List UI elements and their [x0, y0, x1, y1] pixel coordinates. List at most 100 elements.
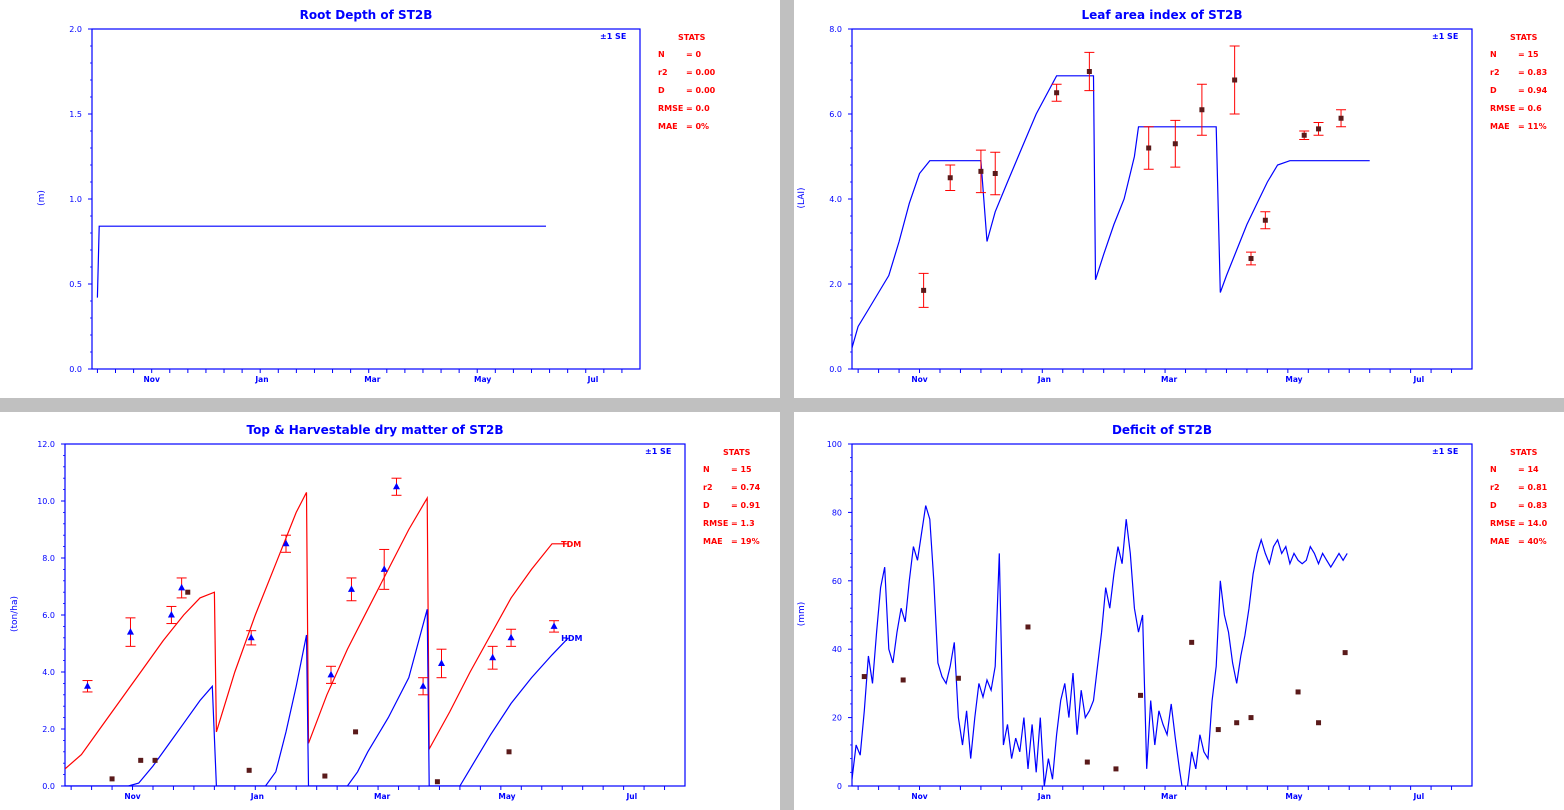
- dry-matter-observed-point: [419, 682, 427, 689]
- leaf-area-index-ytick-label: 6.0: [829, 110, 842, 119]
- leaf-area-index-ytick-label: 4.0: [829, 195, 842, 204]
- deficit-stats-key: D: [1490, 501, 1497, 510]
- leaf-area-index-se-label: ±1 SE: [1432, 32, 1459, 41]
- root-depth-stats-header: STATS: [678, 33, 706, 42]
- leaf-area-index-observed-point: [1199, 107, 1205, 113]
- dry-matter-xtick-label: Mar: [374, 792, 391, 801]
- leaf-area-index-observed-point: [1262, 217, 1268, 223]
- root-depth-stats-key: D: [658, 86, 665, 95]
- dry-matter-xtick-label: May: [498, 792, 515, 801]
- deficit-stats-key: MAE: [1490, 537, 1510, 546]
- deficit-stats-key: RMSE: [1490, 519, 1516, 528]
- dry-matter-observed-point: [185, 589, 191, 595]
- leaf-area-index-xtick-label: Mar: [1161, 375, 1178, 384]
- deficit-title: Deficit of ST2B: [1111, 423, 1213, 437]
- leaf-area-index-plot-frame: [851, 28, 1473, 370]
- dry-matter-stats-key: N: [703, 465, 710, 474]
- root-depth-ytick-label: 1.5: [69, 110, 82, 119]
- root-depth-xtick-label: Nov: [144, 375, 160, 384]
- dry-matter-series-label: HDM: [561, 634, 582, 643]
- deficit-ytick-label: 0: [837, 782, 842, 791]
- dry-matter-observed-point: [109, 776, 115, 782]
- leaf-area-index-ylabel: (LAI): [797, 187, 807, 209]
- dry-matter-ytick-label: 2.0: [42, 725, 55, 734]
- leaf-area-index-observed-point: [1146, 145, 1152, 151]
- dry-matter-ytick-label: 0.0: [42, 782, 55, 791]
- dry-matter-plot-frame: [64, 443, 686, 787]
- root-depth-stats-key: N: [658, 50, 665, 59]
- deficit-observed-point: [1295, 689, 1301, 695]
- root-depth-plot-frame: [91, 28, 641, 370]
- leaf-area-index-xtick-label: May: [1285, 375, 1302, 384]
- deficit-observed-point: [861, 674, 867, 680]
- leaf-area-index-stats-value: = 0.6: [1518, 104, 1542, 113]
- dry-matter-observed-point: [178, 583, 186, 591]
- deficit-observed-point: [1342, 650, 1348, 656]
- dry-matter-observed-point: [327, 670, 335, 678]
- dry-matter-series2-line-0: [65, 609, 569, 786]
- dry-matter-observed-point: [489, 653, 497, 661]
- deficit-observed-point: [1248, 715, 1254, 721]
- leaf-area-index-observed-point: [1338, 115, 1344, 121]
- leaf-area-index-xtick-label: Nov: [911, 375, 927, 384]
- dry-matter-stats-key: MAE: [703, 537, 723, 546]
- root-depth-title: Root Depth of ST2B: [299, 8, 433, 22]
- dry-matter-observed-point: [380, 565, 388, 572]
- leaf-area-index-chart: 0.0 2.0 4.0 6.0 8.0 Nov Jan Mar May Jul: [829, 25, 1473, 384]
- dry-matter-observed-point: [506, 749, 512, 755]
- root-depth-se-label: ±1 SE: [600, 32, 627, 41]
- horizontal-divider[interactable]: [0, 398, 1564, 412]
- leaf-area-index-stats-key: RMSE: [1490, 104, 1516, 113]
- deficit-xtick-label: Jul: [1412, 792, 1424, 801]
- leaf-area-index-observed-point: [992, 171, 998, 176]
- dry-matter-stats-value: = 19%: [731, 537, 760, 546]
- root-depth-ytick-label: 0.0: [69, 365, 82, 374]
- leaf-area-index-title: Leaf area index of ST2B: [1081, 8, 1243, 22]
- dry-matter-observed-point: [152, 757, 158, 763]
- deficit-ylabel: (mm): [797, 601, 807, 627]
- root-depth-ylabel: (m): [37, 190, 47, 206]
- root-depth-stats-key: r2: [658, 68, 668, 77]
- dry-matter-stats-value: = 0.74: [731, 483, 761, 492]
- leaf-area-index-observed-point: [921, 287, 927, 293]
- deficit-xtick-label: Nov: [911, 792, 927, 801]
- deficit-observed-point: [1215, 727, 1221, 733]
- deficit-observed-point: [1189, 639, 1195, 645]
- leaf-area-index-ytick-label: 2.0: [829, 280, 842, 289]
- deficit-series-line-0: [852, 505, 1348, 786]
- root-depth-stats-value: = 0.0: [686, 104, 710, 113]
- root-depth-chart: 0.0 0.5 1.0 1.5 2.0 Nov Jan Mar May Jul: [69, 25, 641, 384]
- leaf-area-index-xtick-label: Jan: [1037, 375, 1051, 384]
- dry-matter-ylabel: (ton/ha): [10, 596, 20, 633]
- deficit-observed-point: [900, 677, 906, 683]
- dry-matter-xtick-label: Jan: [250, 792, 264, 801]
- deficit-se-label: ±1 SE: [1432, 447, 1459, 456]
- leaf-area-index-stats-key: D: [1490, 86, 1497, 95]
- leaf-area-index-xtick-label: Jul: [1412, 375, 1424, 384]
- dry-matter-observed-point: [126, 628, 134, 635]
- deficit-stats-value: = 0.83: [1518, 501, 1548, 510]
- deficit-stats-value: = 14: [1518, 465, 1539, 474]
- dry-matter-stats-key: RMSE: [703, 519, 729, 528]
- root-depth-stats-value: = 0: [686, 50, 702, 59]
- deficit-ytick-label: 60: [832, 577, 842, 586]
- dry-matter-observed-point: [392, 482, 400, 490]
- dry-matter-se-label: ±1 SE: [645, 447, 672, 456]
- dry-matter-observed-point: [507, 633, 515, 641]
- dry-matter-observed-point: [347, 585, 355, 592]
- dry-matter-plot-area: [65, 477, 569, 786]
- deficit-ytick-label: 40: [832, 645, 842, 654]
- dry-matter-observed-point: [438, 659, 446, 666]
- dry-matter-stats-value: = 15: [731, 465, 752, 474]
- deficit-plot-area: [852, 505, 1348, 786]
- dry-matter-observed-point: [322, 773, 328, 779]
- leaf-area-index-observed-point: [947, 175, 953, 181]
- dry-matter-observed-point: [247, 633, 255, 641]
- deficit-chart: 0 20 40 60 80 100 Nov Jan Mar May Jul: [827, 440, 1473, 801]
- dry-matter-stats-key: r2: [703, 483, 713, 492]
- dry-matter-observed-point: [434, 779, 440, 785]
- deficit-stats-key: N: [1490, 465, 1497, 474]
- dry-matter-observed-point: [353, 729, 359, 735]
- deficit-xtick-label: May: [1285, 792, 1302, 801]
